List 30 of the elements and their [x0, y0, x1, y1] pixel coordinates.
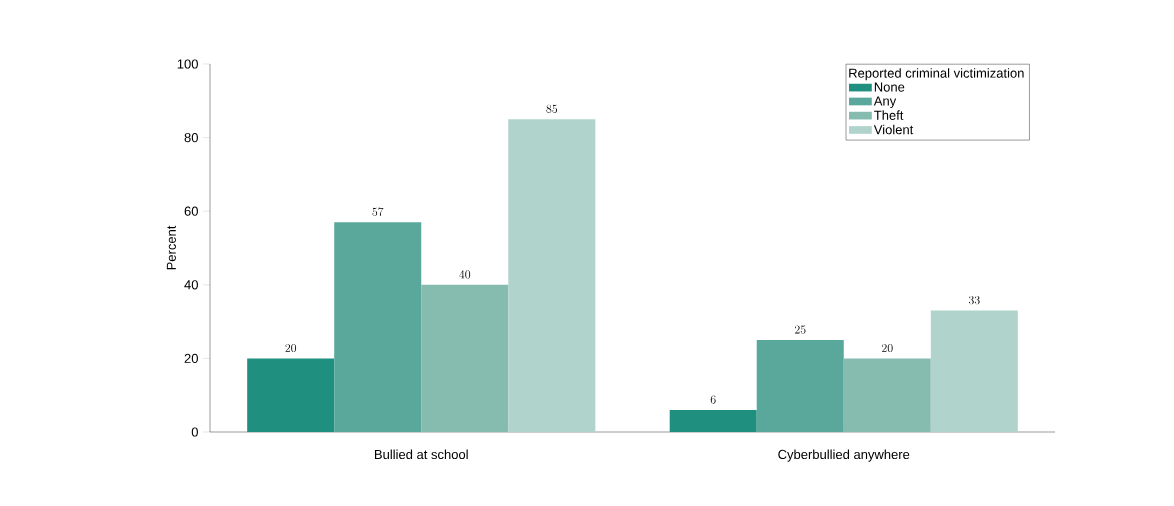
y-tick-label: 100 — [177, 59, 198, 69]
legend-label: None — [874, 82, 905, 92]
y-tick-label: 20 — [184, 353, 198, 363]
y-axis-title: Percent — [166, 225, 176, 270]
x-tick-label: Bullied at school — [374, 449, 468, 460]
bar — [508, 119, 596, 432]
bar — [247, 358, 335, 432]
legend-label: Any — [873, 96, 897, 109]
legend-label: Theft — [874, 110, 904, 120]
data-label: 85 — [546, 104, 558, 113]
data-label: 33 — [968, 296, 980, 305]
legend-title: Reported criminal victimization — [849, 68, 1024, 81]
y-tick-label: 80 — [184, 132, 198, 143]
data-label: 20 — [881, 343, 893, 353]
data-label: 25 — [794, 325, 806, 334]
bar — [334, 222, 422, 432]
bar — [930, 310, 1018, 432]
data-label: 57 — [372, 207, 384, 216]
x-tick-label: Cyberbullied anywhere — [778, 449, 910, 462]
y-tick-label: 40 — [184, 280, 198, 290]
data-label: 20 — [285, 343, 297, 353]
y-tick-label: 60 — [184, 206, 198, 216]
data-label: 40 — [459, 270, 471, 279]
bar — [669, 409, 757, 432]
bar — [756, 340, 844, 432]
bar — [843, 358, 931, 432]
y-tick-label: 0 — [191, 427, 198, 437]
data-label: 6 — [710, 395, 716, 404]
bar — [421, 284, 509, 432]
legend-label: Violent — [873, 124, 914, 135]
